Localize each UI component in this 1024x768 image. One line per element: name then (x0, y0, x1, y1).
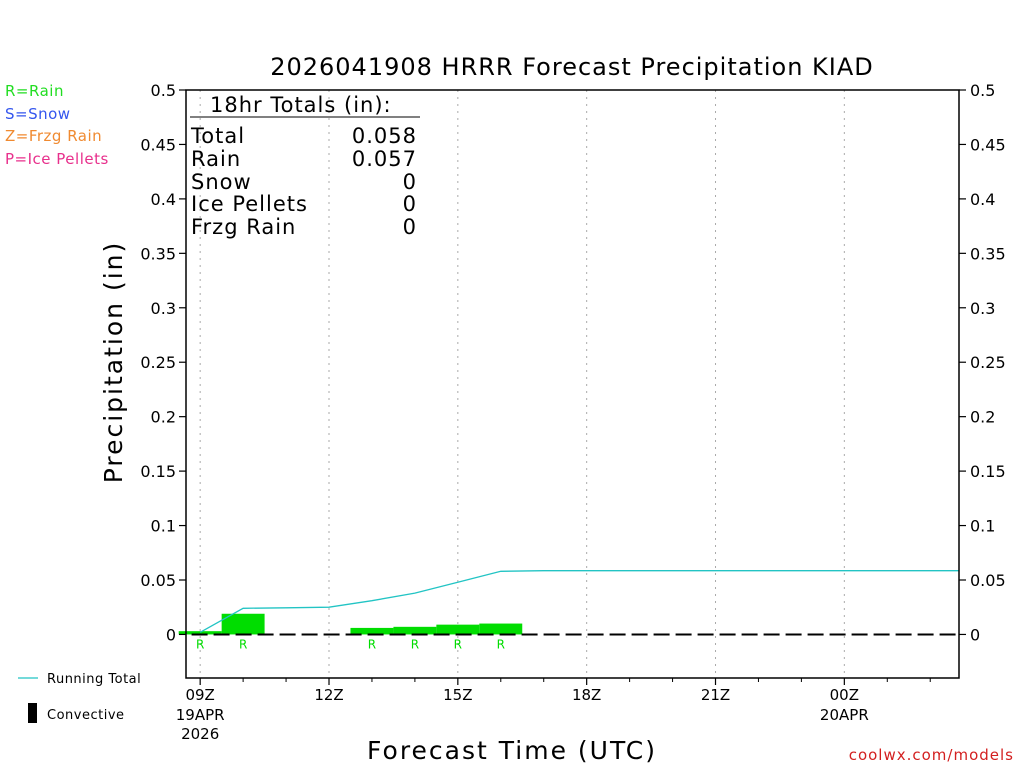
x-tick-date-label: 20APR (820, 706, 869, 724)
y-tick-label-right: 0.4 (970, 190, 995, 209)
totals-value-ice-pellets: 0 (403, 192, 417, 216)
x-tick-label: 21Z (701, 686, 730, 704)
y-tick-label-right: 0.2 (970, 408, 995, 427)
y-tick-label-right: 0.45 (970, 135, 1006, 154)
x-tick-date-label: 19APR (176, 706, 225, 724)
legend-convective: Convective (47, 708, 125, 723)
running-total-series (199, 570, 959, 633)
y-tick-label-left: 0.3 (151, 299, 176, 318)
precip-bar (178, 631, 222, 635)
legend-rain: R=Rain (5, 82, 64, 100)
plot-frame (185, 89, 960, 679)
y-tick-label-left: 0.25 (140, 353, 176, 372)
y-tick-label-left: 0 (166, 625, 176, 644)
series-legend: Running Total Convective (18, 672, 141, 723)
precip-bar (350, 627, 394, 635)
y-tick-label-left: 0.2 (151, 408, 176, 427)
y-tick-label-left: 0.15 (140, 462, 176, 481)
y-tick-label-right: 0.1 (970, 517, 995, 536)
totals-label-ice-pellets: Ice Pellets (191, 192, 308, 216)
precip-bars (178, 613, 523, 635)
precip-bar (221, 613, 265, 635)
y-tick-label-left: 0.1 (151, 517, 176, 536)
credit-text: coolwx.com/models (849, 746, 1014, 764)
y-tick-label-left: 0.05 (140, 571, 176, 590)
x-tick-year-label: 2026 (181, 725, 219, 743)
totals-value-snow: 0 (403, 170, 417, 194)
precip-bar (393, 626, 437, 635)
x-tick-label: 12Z (314, 686, 343, 704)
y-tick-label-right: 0.3 (970, 299, 995, 318)
x-tick-label: 15Z (443, 686, 472, 704)
legend-running-total: Running Total (47, 672, 141, 687)
y-tick-label-right: 0.5 (970, 81, 995, 100)
y-tick-label-left: 0.4 (151, 190, 176, 209)
totals-value-total: 0.058 (352, 124, 417, 148)
totals-box: 18hr Totals (in): Total 0.058 Rain 0.057… (190, 93, 420, 239)
totals-label-rain: Rain (191, 147, 241, 171)
ptype-label: R (497, 637, 505, 651)
y-tick-label-right: 0.15 (970, 462, 1006, 481)
totals-value-frzg-rain: 0 (403, 215, 417, 239)
y-tick-label-right: 0.05 (970, 571, 1006, 590)
precip-bar (436, 624, 480, 635)
ptype-label: R (196, 637, 204, 651)
ptype-label: R (239, 637, 247, 651)
convective-swatch (28, 703, 37, 723)
ptype-label: R (411, 637, 419, 651)
legend-snow: S=Snow (5, 105, 71, 123)
ptype-label: R (368, 637, 376, 651)
totals-value-rain: 0.057 (352, 147, 417, 171)
x-tick-label: 18Z (572, 686, 601, 704)
x-tick-label: 00Z (830, 686, 859, 704)
y-tick-label-right: 0.35 (970, 244, 1006, 263)
totals-label-snow: Snow (191, 170, 252, 194)
y-tick-label-left: 0.5 (151, 81, 176, 100)
chart-title: 2026041908 HRRR Forecast Precipitation K… (270, 53, 874, 81)
y-tick-label-right: 0.25 (970, 353, 1006, 372)
ptype-label: R (454, 637, 462, 651)
x-tick-label: 09Z (185, 686, 214, 704)
running-total-line (199, 570, 959, 633)
grid-lines (199, 90, 845, 678)
y-tick-label-right: 0 (970, 625, 980, 644)
ptype-legend: R=Rain S=Snow Z=Frzg Rain P=Ice Pellets (5, 82, 109, 168)
y-tick-label-left: 0.35 (140, 244, 176, 263)
precip-bar (479, 623, 523, 635)
legend-frzg-rain: Z=Frzg Rain (5, 127, 102, 145)
totals-heading: 18hr Totals (in): (210, 93, 392, 117)
totals-label-total: Total (190, 124, 245, 148)
legend-ice-pellets: P=Ice Pellets (5, 150, 109, 168)
totals-label-frzg-rain: Frzg Rain (191, 215, 296, 239)
x-axis-label: Forecast Time (UTC) (367, 736, 657, 765)
y-axis-label: Precipitation (in) (99, 241, 128, 484)
y-axis-ticks: 0 00.05 0.050.1 0.10.15 0.150.2 0.20.25 0.250.… (140, 81, 1005, 644)
y-tick-label-left: 0.45 (140, 135, 176, 154)
